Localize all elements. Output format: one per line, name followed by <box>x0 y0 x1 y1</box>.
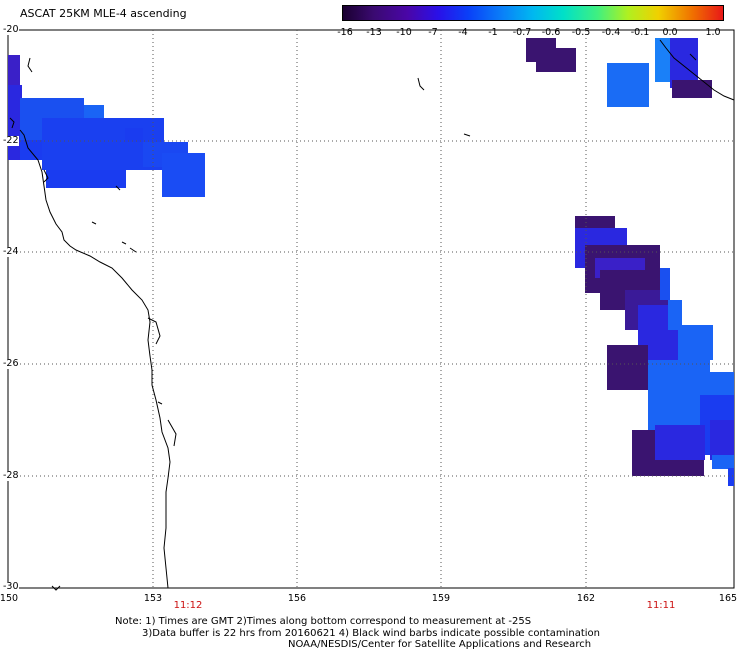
swath-right <box>575 216 734 486</box>
note-line-3: NOAA/NESDIS/Center for Satellite Applica… <box>288 639 592 650</box>
colorbar-tick-label: -0.4 <box>601 27 621 38</box>
data-cell <box>125 128 143 142</box>
data-cell <box>678 325 713 360</box>
data-cell <box>712 455 734 469</box>
map-title: ASCAT 25KM MLE-4 ascending <box>20 7 187 20</box>
data-cell <box>607 63 649 107</box>
lat-label: -20 <box>3 24 19 35</box>
data-cell <box>648 360 710 430</box>
lat-label: -22 <box>3 135 19 146</box>
colorbar-tick-label: -0.1 <box>630 27 650 38</box>
lon-label: 162 <box>576 593 596 604</box>
data-cell <box>668 300 682 330</box>
data-cell <box>710 420 734 460</box>
lat-label: -30 <box>3 581 19 592</box>
data-cell <box>660 268 670 300</box>
colorbar-tick-label: -16 <box>337 27 353 38</box>
data-cell <box>655 425 705 460</box>
lat-label: -26 <box>3 358 19 369</box>
colorbar-tick-label: -0.6 <box>541 27 561 38</box>
colorbar-tick-label: -1 <box>488 27 498 38</box>
time-label: 11:11 <box>646 600 676 611</box>
lon-label: 153 <box>143 593 163 604</box>
colorbar-tick-label: 0.0 <box>662 27 678 38</box>
coastline <box>9 39 735 591</box>
lon-label: 165 <box>718 593 738 604</box>
data-cell <box>672 80 712 98</box>
data-cell <box>728 468 734 486</box>
data-cell <box>607 345 652 390</box>
time-label: 11:12 <box>173 600 203 611</box>
map-frame <box>7 29 735 589</box>
data-cell <box>8 55 20 85</box>
data-cell <box>8 85 22 160</box>
data-cell <box>536 48 576 72</box>
data-cell <box>162 153 205 197</box>
lat-label: -28 <box>3 470 19 481</box>
note-line-1: Note: 1) Times are GMT 2)Times along bot… <box>115 616 532 627</box>
colorbar-tick-label: -0.5 <box>571 27 591 38</box>
data-cell <box>670 38 698 88</box>
data-cell <box>20 140 42 160</box>
lat-label: -24 <box>3 246 19 257</box>
colorbar-tick-label: -0.7 <box>512 27 532 38</box>
lon-label: 150 <box>0 593 19 604</box>
note-line-2: 3)Data buffer is 22 hrs from 20160621 4)… <box>142 628 600 639</box>
swath-left <box>8 55 205 197</box>
colorbar-gradient <box>343 6 723 20</box>
colorbar <box>342 5 724 21</box>
lon-label: 159 <box>431 593 451 604</box>
data-cell <box>46 170 126 188</box>
colorbar-tick-label: -4 <box>458 27 468 38</box>
colorbar-tick-label: 1.0 <box>705 27 721 38</box>
swath-top-right <box>526 38 712 107</box>
colorbar-tick-label: -10 <box>396 27 412 38</box>
graticule <box>8 30 734 588</box>
colorbar-tick-label: -13 <box>366 27 382 38</box>
lon-label: 156 <box>287 593 307 604</box>
colorbar-tick-label: -7 <box>428 27 438 38</box>
